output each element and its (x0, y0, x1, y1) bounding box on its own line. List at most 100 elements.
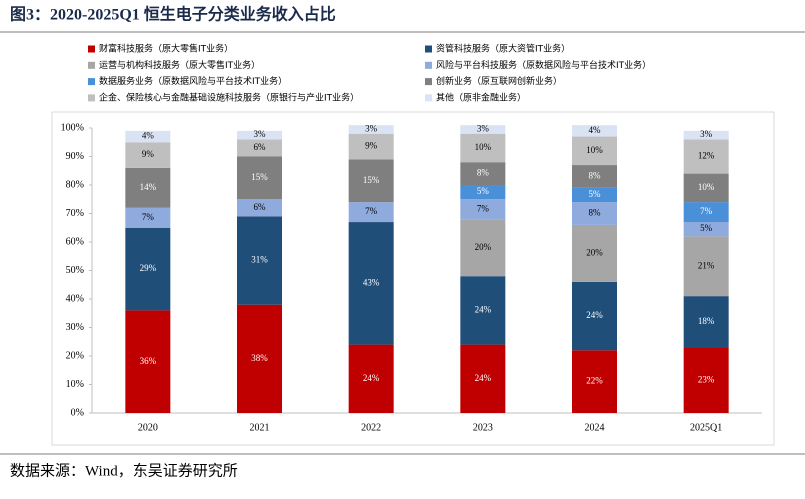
legend-label: 数据服务业务（原数据风险与平台技术IT业务） (99, 75, 287, 87)
source: 数据来源：Wind，东吴证券研究所 (10, 462, 238, 479)
bar-segment (237, 139, 282, 157)
chart-title: 图3：2020-2025Q1 恒生电子分类业务收入占比 (10, 5, 336, 24)
bar-segment (683, 130, 729, 140)
y-tick-label: 70% (66, 208, 84, 219)
value-label: 24% (475, 304, 492, 314)
value-label: 14% (140, 182, 157, 192)
legend-swatch (425, 45, 432, 53)
y-tick-label: 10% (66, 379, 84, 390)
plot-frame (51, 111, 775, 446)
value-label: 38% (251, 353, 268, 363)
value-label: 7% (477, 203, 490, 213)
value-label: 36% (140, 356, 157, 366)
legend-label: 运营与机构科技服务（原大零售IT业务） (99, 59, 260, 71)
value-label: 3% (700, 129, 713, 139)
value-label: 5% (700, 223, 713, 233)
value-label: 3% (254, 129, 267, 139)
bar-segment (237, 156, 282, 200)
x-tick-label: 2020 (138, 422, 158, 433)
value-label: 10% (698, 182, 715, 192)
x-tick-label: 2023 (473, 422, 493, 433)
y-tick-label: 40% (66, 293, 84, 304)
bar-segment (460, 185, 506, 200)
bar-segment (125, 130, 171, 143)
value-label: 8% (589, 171, 602, 181)
legend-swatch (88, 94, 95, 102)
legend-swatch (425, 61, 432, 69)
y-tick-label: 20% (66, 350, 84, 361)
legend-swatch (88, 61, 95, 69)
bar-segment (125, 167, 171, 208)
value-label: 9% (142, 149, 155, 159)
legend-label: 风险与平台科技服务（原数据风险与平台技术IT业务） (436, 59, 651, 71)
bar-segment (460, 344, 506, 413)
value-label: 10% (586, 145, 603, 155)
bar-segment (572, 187, 617, 203)
bar-segment (348, 222, 394, 345)
value-label: 24% (475, 373, 492, 383)
value-label: 3% (477, 123, 490, 133)
value-label: 18% (698, 316, 715, 326)
y-tick-label: 80% (66, 179, 84, 190)
bar-segment (237, 199, 282, 217)
bar-segment (125, 142, 171, 168)
bar-segment (572, 281, 617, 351)
bar-segment (237, 216, 282, 305)
value-label: 31% (251, 255, 268, 265)
bar-segment (572, 202, 617, 225)
value-label: 15% (363, 175, 380, 185)
bar-segment (683, 202, 729, 223)
legend-label: 其他（原非金融业务） (436, 91, 526, 103)
value-label: 10% (475, 142, 492, 152)
bar-segment (460, 276, 506, 345)
bar-segment (572, 165, 617, 188)
x-tick-label: 2025Q1 (690, 422, 722, 433)
value-label: 6% (254, 202, 267, 212)
value-label: 24% (586, 310, 603, 320)
value-label: 7% (142, 212, 155, 222)
bar-segment (572, 136, 617, 166)
value-label: 24% (363, 373, 380, 383)
value-label: 15% (251, 172, 268, 182)
bar-segment (125, 207, 171, 228)
bar-segment (237, 130, 282, 140)
bar-segment (237, 304, 282, 413)
x-tick-label: 2022 (361, 422, 381, 433)
bar-segment (683, 296, 729, 348)
y-tick-label: 60% (66, 236, 84, 247)
bar-segment (683, 139, 729, 174)
value-label: 6% (254, 142, 267, 152)
value-label: 22% (586, 376, 603, 386)
bar-segment (125, 310, 171, 413)
value-label: 8% (589, 208, 602, 218)
y-tick-label: 50% (66, 265, 84, 276)
value-label: 29% (140, 263, 157, 273)
value-label: 21% (698, 260, 715, 270)
legend-label: 财富科技服务（原大零售IT业务） (99, 43, 233, 55)
value-label: 23% (698, 374, 715, 384)
bar-segment (572, 125, 617, 137)
value-label: 20% (475, 242, 492, 252)
bar-segment (348, 202, 394, 223)
value-label: 7% (365, 206, 378, 216)
y-tick-label: 30% (66, 322, 84, 333)
value-label: 12% (698, 151, 715, 161)
bar-segment (572, 224, 617, 282)
bar-segment (125, 227, 171, 311)
value-label: 9% (365, 141, 378, 151)
bar-segment (348, 133, 394, 160)
bar-segment (683, 222, 729, 237)
value-label: 3% (365, 123, 378, 133)
x-tick-label: 2021 (250, 422, 270, 433)
legend-label: 资管科技服务（原大资管IT业务） (436, 43, 570, 55)
legend-swatch (425, 94, 432, 102)
legend-swatch (88, 78, 95, 86)
value-label: 8% (477, 168, 490, 178)
y-tick-label: 90% (66, 151, 84, 162)
bar-segment (460, 162, 506, 185)
value-label: 5% (477, 186, 490, 196)
bar-segment (348, 159, 394, 203)
bar-segment (460, 199, 506, 220)
bar-segment (683, 236, 729, 297)
